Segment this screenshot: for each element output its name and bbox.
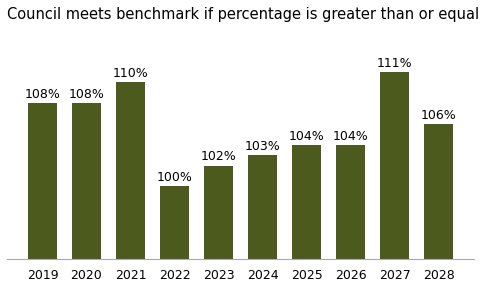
Bar — [379, 72, 408, 289]
Bar — [336, 145, 364, 289]
Text: 104%: 104% — [332, 129, 368, 142]
Bar — [204, 166, 232, 289]
Text: 102%: 102% — [200, 151, 236, 164]
Text: 103%: 103% — [244, 140, 280, 153]
Text: 110%: 110% — [112, 67, 148, 80]
Text: Council meets benchmark if percentage is greater than or equal to 100%: Council meets benchmark if percentage is… — [7, 7, 480, 22]
Text: 108%: 108% — [69, 88, 104, 101]
Text: 100%: 100% — [156, 171, 192, 184]
Bar — [291, 145, 320, 289]
Bar — [116, 82, 144, 289]
Text: 106%: 106% — [420, 109, 456, 122]
Bar — [423, 124, 452, 289]
Text: 104%: 104% — [288, 129, 324, 142]
Bar — [28, 103, 57, 289]
Bar — [248, 155, 276, 289]
Text: 108%: 108% — [24, 88, 60, 101]
Bar — [160, 186, 189, 289]
Text: 111%: 111% — [376, 57, 411, 70]
Bar — [72, 103, 101, 289]
